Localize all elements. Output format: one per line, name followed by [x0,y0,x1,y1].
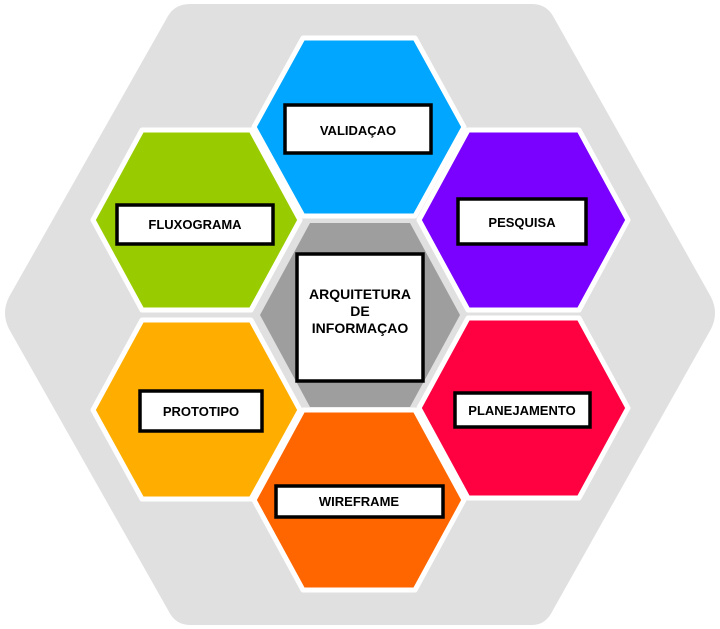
label-fluxograma: FLUXOGRAMA [115,203,275,246]
center-label: ARQUITETURA DE INFORMAÇAO [295,252,425,383]
label-prototipo: PROTOTIPO [138,389,264,433]
label-fluxograma-text: FLUXOGRAMA [148,217,242,232]
label-wireframe: WIREFRAME [274,484,445,519]
label-planejamento-text: PLANEJAMENTO [468,403,575,418]
label-wireframe-text: WIREFRAME [319,494,399,509]
center-label-line-1: ARQUITETURA [309,286,411,302]
label-pesquisa-text: PESQUISA [488,215,556,230]
center-label-line-2: DE [350,303,369,319]
label-pesquisa: PESQUISA [456,197,588,246]
label-validacao-text: VALIDAÇAO [320,123,396,138]
center-label-line-3: INFORMAÇAO [312,320,409,336]
label-prototipo-text: PROTOTIPO [163,404,239,419]
label-validacao: VALIDAÇAO [283,103,433,155]
label-planejamento: PLANEJAMENTO [453,391,592,429]
